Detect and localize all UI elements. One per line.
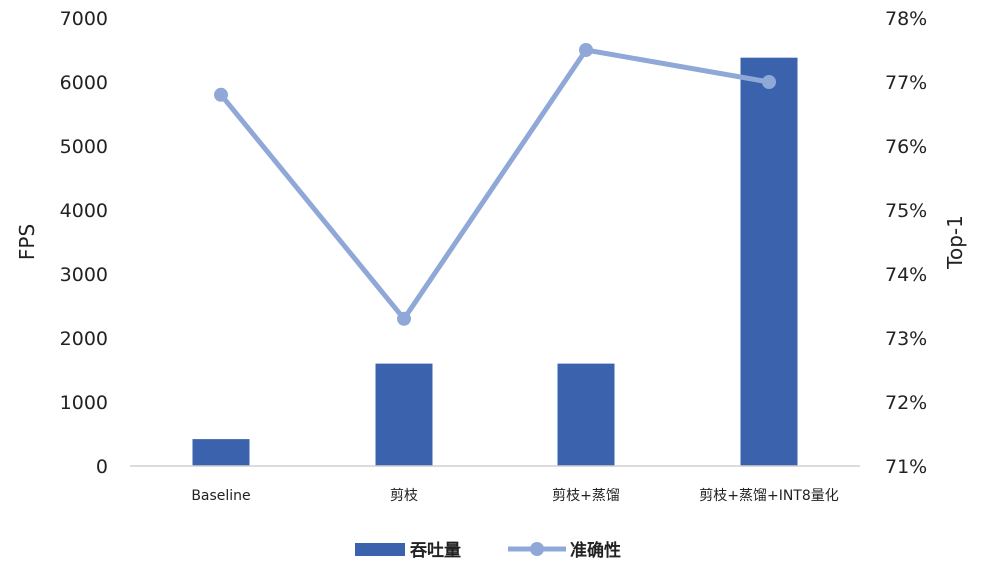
- right-axis-title: Top-1: [943, 215, 967, 270]
- right-y-axis: 71% 72% 73% 74% 75% 76% 77% 78%: [885, 8, 927, 478]
- category-label: 剪枝+蒸馏+INT8量化: [699, 488, 839, 504]
- legend-marker-line: [530, 542, 544, 556]
- left-tick-label: 7000: [60, 8, 108, 30]
- accuracy-line: [219, 47, 770, 322]
- right-tick-label: 72%: [885, 392, 927, 414]
- left-tick-label: 0: [96, 456, 108, 478]
- left-tick-label: 6000: [60, 72, 108, 94]
- x-axis: Baseline 剪枝 剪枝+蒸馏 剪枝+蒸馏+INT8量化: [191, 488, 838, 504]
- right-tick-label: 73%: [885, 328, 927, 350]
- right-tick-label: 77%: [885, 72, 927, 94]
- bar-1: [192, 439, 250, 466]
- category-label: Baseline: [191, 488, 250, 504]
- left-tick-label: 2000: [60, 328, 108, 350]
- right-tick-label: 76%: [885, 136, 927, 158]
- legend-label-bar: 吞吐量: [410, 540, 461, 561]
- left-axis-title: FPS: [15, 224, 39, 260]
- legend: 吞吐量 准确性: [355, 540, 621, 561]
- accuracy-point-1: [214, 87, 228, 102]
- line-series: [214, 43, 776, 326]
- left-tick-label: 5000: [60, 136, 108, 158]
- left-tick-label: 1000: [60, 392, 108, 414]
- accuracy-point-4: [762, 75, 776, 89]
- legend-swatch-bar: [355, 543, 405, 556]
- left-tick-label: 4000: [60, 200, 108, 222]
- right-tick-label: 78%: [885, 8, 927, 30]
- left-y-axis: 0 1000 2000 3000 4000 5000 6000 7000: [60, 8, 108, 478]
- category-label: 剪枝: [390, 488, 418, 504]
- left-tick-label: 3000: [60, 264, 108, 286]
- accuracy-point-3: [579, 43, 593, 57]
- bar-4: [740, 57, 798, 467]
- right-tick-label: 71%: [885, 456, 927, 478]
- legend-label-line: 准确性: [570, 540, 621, 561]
- bar-3: [557, 363, 615, 466]
- right-tick-label: 74%: [885, 264, 927, 286]
- bar-2: [375, 363, 433, 466]
- right-tick-label: 75%: [885, 200, 927, 222]
- accuracy-point-2: [397, 311, 411, 326]
- category-label: 剪枝+蒸馏: [552, 488, 620, 504]
- bar-series: [192, 57, 798, 467]
